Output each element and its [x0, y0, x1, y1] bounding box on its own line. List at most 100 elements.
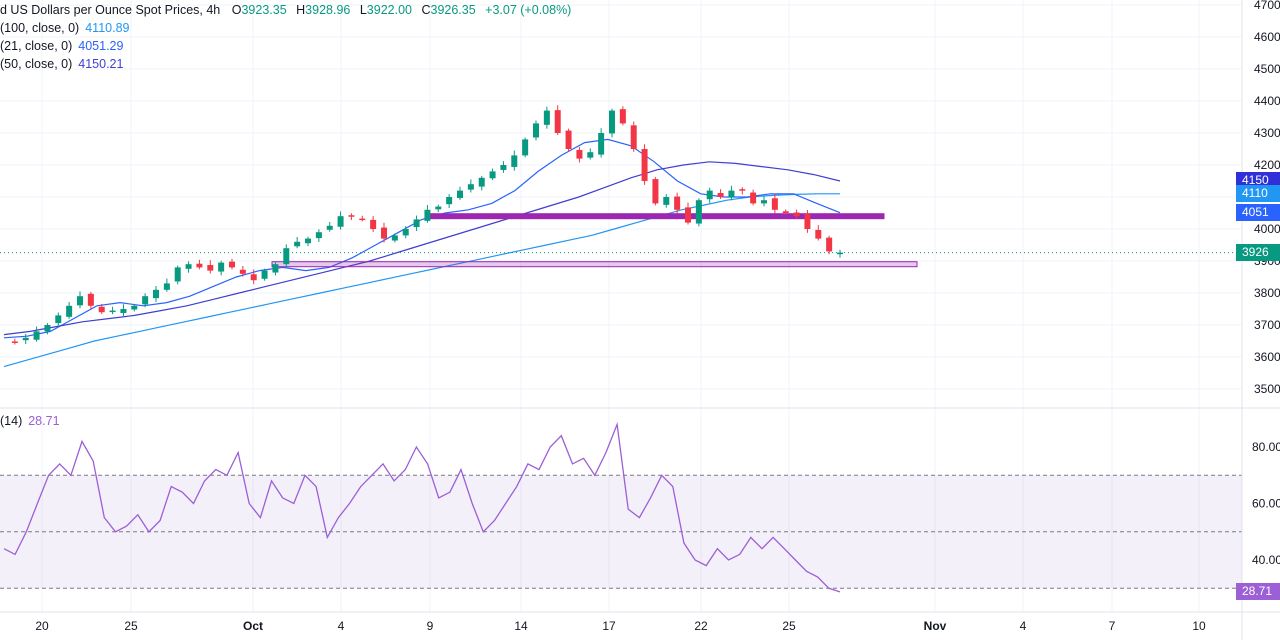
grid-lines	[0, 0, 1242, 612]
candle-body	[739, 189, 746, 191]
candle-body	[641, 149, 648, 181]
close-label: C	[421, 3, 431, 17]
candle-body	[218, 262, 225, 272]
candle-body	[413, 219, 420, 228]
candle-body	[554, 110, 561, 133]
candle-body	[761, 200, 767, 204]
candle-body	[478, 177, 485, 187]
rsi-value-tag: 28.71	[1236, 583, 1280, 601]
candle-body	[142, 296, 149, 305]
candle-body	[837, 252, 843, 255]
time-tick-label: 4	[338, 619, 345, 633]
candle-body	[315, 232, 322, 239]
ma-line-1	[3, 138, 841, 339]
candle-body	[782, 211, 789, 213]
low-label: L	[359, 3, 367, 17]
candle-body	[674, 196, 681, 210]
candle-body	[533, 123, 539, 138]
time-axis[interactable]: 20 25 Oct 4 9 14 17 22 25 Nov 4 7 10	[35, 619, 1206, 633]
candle-body	[576, 149, 583, 159]
rsi-line	[3, 421, 841, 593]
last-price-tag: 3926	[1236, 244, 1280, 262]
time-tick-label: 9	[427, 619, 434, 633]
candle-body	[826, 237, 833, 252]
rsi-guide-lines	[0, 474, 1242, 589]
candle-body	[33, 331, 40, 340]
price-tick-label: 3700	[1254, 318, 1280, 332]
candlestick-series[interactable]	[11, 105, 843, 345]
candle-body	[815, 229, 822, 239]
support-levels	[271, 213, 918, 268]
time-tick-label: 25	[782, 619, 796, 633]
candle-body	[587, 152, 594, 158]
price-tick-label: 3500	[1254, 382, 1280, 396]
price-tick-label: 4000	[1254, 222, 1280, 236]
candle-body	[348, 215, 355, 217]
price-tick-label: 4700	[1254, 0, 1280, 12]
price-tick-label: 4200	[1254, 158, 1280, 172]
ma21-price-tag: 4051	[1236, 204, 1280, 222]
candle-body	[402, 229, 409, 236]
candle-body	[98, 306, 105, 313]
candle-body	[500, 165, 507, 170]
change-value: +3.07 (+0.08%)	[485, 3, 572, 17]
price-tick-label: 4500	[1254, 62, 1280, 76]
ma50-value: 4150.21	[78, 57, 124, 71]
candle-body	[630, 125, 637, 149]
rsi-axis[interactable]: 40.00 60.00 80.00	[1252, 440, 1280, 567]
candle-body	[239, 269, 246, 274]
candle-body	[229, 261, 235, 268]
time-tick-label: 17	[602, 619, 616, 633]
candle-body	[305, 238, 311, 244]
candle-body	[717, 193, 724, 197]
candle-body	[522, 139, 529, 156]
ma21-label: (21, close, 0)	[0, 39, 73, 53]
candle-body	[44, 325, 51, 332]
candle-body	[457, 190, 463, 198]
candle-body	[467, 184, 474, 190]
candle-body	[261, 270, 268, 279]
candle-body	[87, 293, 94, 306]
candle-body	[424, 209, 431, 221]
candle-body	[695, 200, 702, 224]
candle-body	[272, 264, 279, 273]
candle-body	[283, 248, 290, 265]
time-tick-label: 7	[1109, 619, 1116, 633]
candle-body	[652, 179, 659, 204]
symbol-legend[interactable]: d US Dollars per Ounce Spot Prices, 4h O…	[0, 3, 571, 17]
candle-body	[771, 198, 778, 210]
time-tick-label: 4	[1020, 619, 1027, 633]
candle-body	[153, 289, 159, 299]
candle-body	[619, 109, 626, 124]
candle-body	[337, 216, 344, 227]
price-tick-label: 4600	[1254, 30, 1280, 44]
price-axis[interactable]: 3500360037003800390040004100420043004400…	[1254, 0, 1280, 396]
ma50-legend[interactable]: (50, close, 0) 4150.21	[0, 57, 123, 71]
candle-body	[359, 218, 366, 221]
price-tick-label: 3600	[1254, 350, 1280, 364]
candle-body	[446, 197, 453, 205]
support-level-0	[424, 213, 885, 220]
rsi-overbought-oversold-band	[0, 475, 1242, 589]
ma100-legend[interactable]: (100, close, 0) 4110.89	[0, 21, 129, 35]
candle-body	[435, 206, 442, 210]
rsi-tick-label: 40.00	[1252, 553, 1280, 567]
price-tick-label: 3800	[1254, 286, 1280, 300]
candle-body	[706, 190, 713, 200]
price-tick-label: 4300	[1254, 126, 1280, 140]
candle-body	[196, 263, 203, 268]
candle-body	[685, 207, 691, 223]
ma-line-2	[3, 161, 841, 336]
candle-body	[294, 241, 301, 247]
open-value: 3923.35	[241, 3, 287, 17]
candle-body	[543, 110, 550, 125]
rsi-tick-label: 60.00	[1252, 497, 1280, 511]
rsi-legend[interactable]: (14) 28.71	[0, 414, 60, 428]
candle-body	[131, 305, 138, 310]
time-tick-label: Oct	[243, 619, 263, 633]
ma100-label: (100, close, 0)	[0, 21, 80, 35]
ma21-legend[interactable]: (21, close, 0) 4051.29	[0, 39, 123, 53]
high-value: 3928.96	[305, 3, 351, 17]
candle-body	[793, 212, 800, 217]
